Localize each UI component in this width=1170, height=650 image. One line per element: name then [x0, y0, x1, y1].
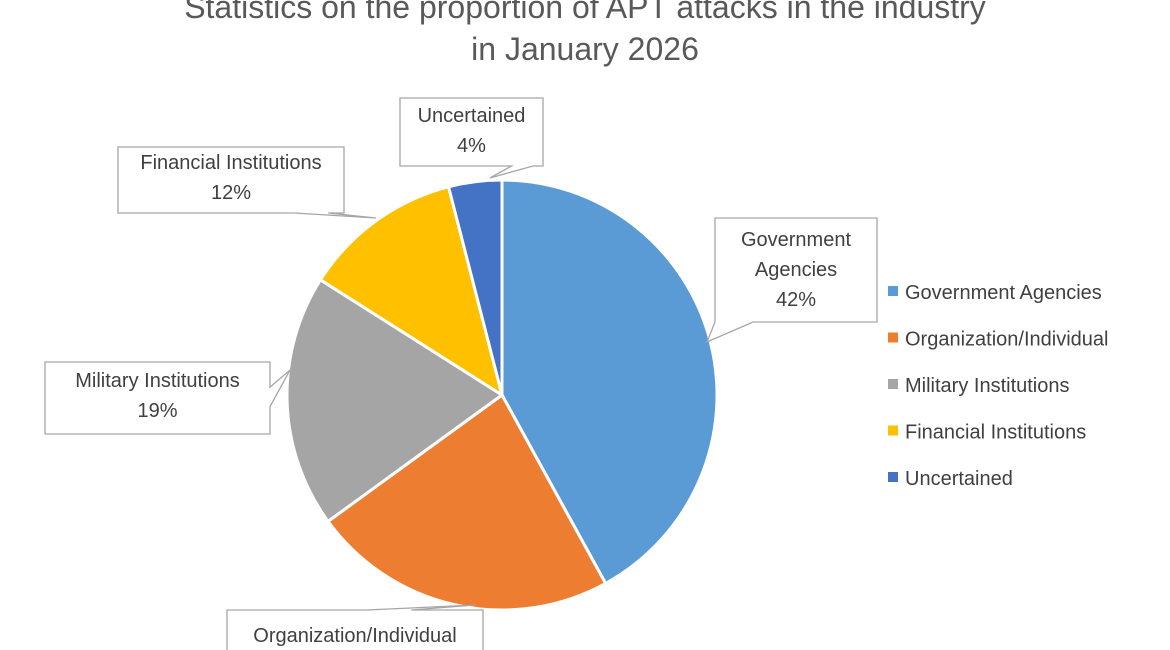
legend-label: Uncertained	[905, 468, 1013, 490]
callout-uncertained: Uncertained 4%	[399, 97, 544, 179]
callout-category-label: Organization/Individual	[253, 625, 456, 647]
legend-swatch	[888, 332, 898, 343]
callout-category-label: Financial Institutions	[140, 152, 321, 174]
callout-box	[705, 217, 878, 344]
data-label-callouts: Government Agencies 42% Organization/Indivi…	[44, 97, 878, 650]
legend-label: Military Institutions	[905, 375, 1070, 397]
callout-value-label: 4%	[457, 135, 486, 157]
callout-category-label: Agencies	[755, 259, 837, 281]
callout-organization-individual: Organization/Individual23%	[226, 604, 484, 650]
pie-slice-uncertained	[447, 178, 504, 397]
callout-value-label: 19%	[137, 400, 177, 422]
legend-item-organization-individual: Organization/Individual	[888, 329, 1108, 351]
callout-box	[117, 146, 377, 219]
legend: Government Agencies Organization/Individu…	[888, 282, 1108, 490]
callout-category-label: Military Institutions	[75, 370, 240, 392]
legend-label: Financial Institutions	[905, 422, 1086, 444]
legend-swatch	[888, 286, 898, 296]
pie-slice-organization-individual	[326, 393, 608, 612]
callout-military-institutions: Military Institutions 19%	[44, 361, 291, 435]
callout-financial-institutions: Financial Institutions 12%	[117, 146, 377, 219]
callout-value-label: 12%	[211, 182, 251, 204]
legend-swatch	[888, 472, 898, 482]
legend-label: Organization/Individual	[905, 329, 1108, 351]
callout-category-label: Government	[741, 229, 851, 251]
legend-swatch	[888, 379, 898, 389]
callout-box	[399, 97, 544, 179]
callout-government-agencies: Government Agencies 42%	[705, 217, 878, 344]
legend-item-government-agencies: Government Agencies	[888, 282, 1102, 304]
callout-box	[226, 604, 484, 650]
legend-item-military-institutions: Military Institutions	[888, 375, 1070, 397]
pie-slice-military-institutions	[285, 278, 504, 523]
callout-category-label: Uncertained	[418, 105, 526, 127]
pie-slices	[285, 178, 719, 612]
legend-label: Government Agencies	[905, 282, 1102, 304]
legend-item-financial-institutions: Financial Institutions	[888, 422, 1086, 444]
callout-value-label: 42%	[776, 289, 816, 311]
chart-subtitle: in January 2026	[471, 31, 699, 67]
legend-item-uncertained: Uncertained	[888, 468, 1013, 490]
chart-title: Statistics on the proportion of APT atta…	[184, 0, 986, 25]
callout-box	[44, 361, 291, 435]
pie-slice-financial-institutions	[318, 185, 504, 397]
pie-slice-government-agencies	[500, 178, 719, 585]
legend-swatch	[888, 425, 898, 436]
